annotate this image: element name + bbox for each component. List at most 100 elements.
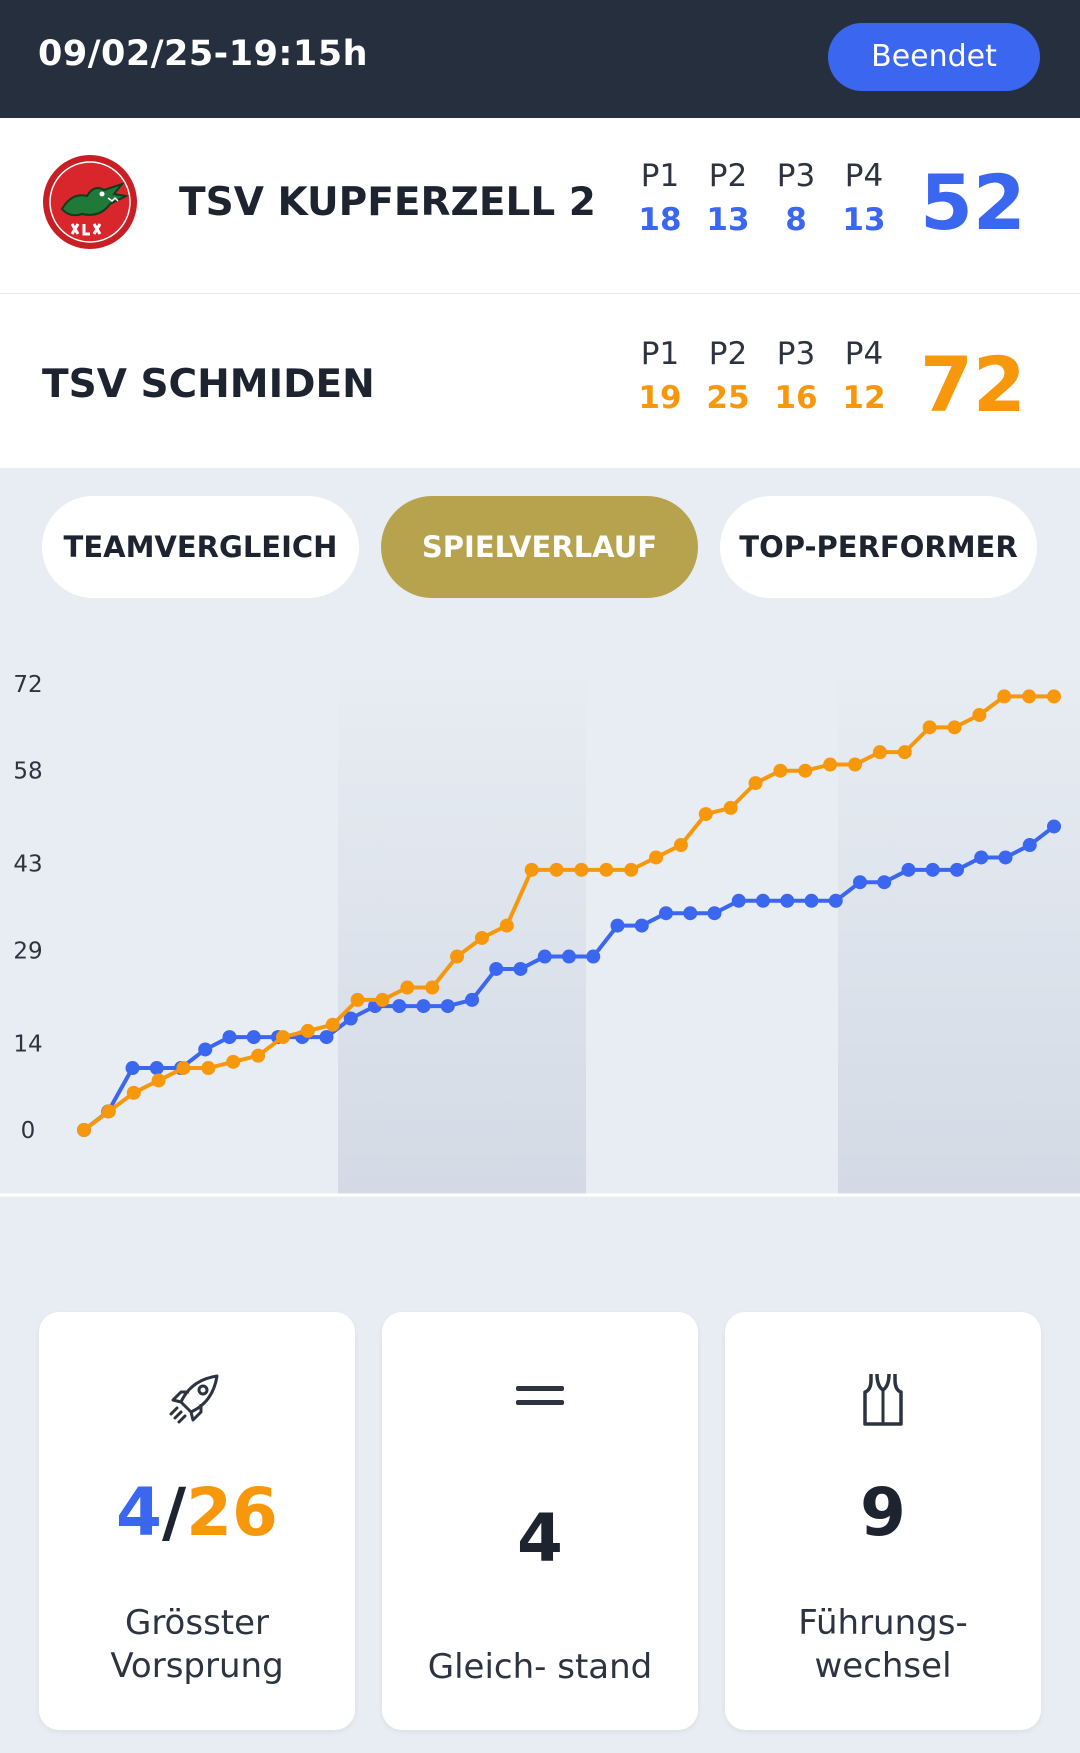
away-score-point <box>101 1104 116 1119</box>
away-score-point <box>624 862 639 877</box>
home-score-point <box>246 1030 261 1045</box>
away-score-point <box>474 930 489 945</box>
home-score-point <box>125 1061 140 1076</box>
period-label: P1 <box>640 158 680 194</box>
away-score-point <box>176 1061 191 1076</box>
tab-teamvergleich[interactable]: TEAMVERGLEICH <box>42 496 359 598</box>
home-period-3: P3 8 <box>766 158 826 238</box>
y-tick-label: 29 <box>13 938 42 964</box>
chart-svg: 72584329140P1P2P3P4 <box>0 660 1080 1253</box>
period-score: 12 <box>842 380 886 416</box>
period-label: P4 <box>844 158 884 194</box>
away-score-point <box>226 1054 241 1069</box>
away-team-name: TSV SCHMIDEN <box>42 362 375 407</box>
away-period-4: P4 12 <box>834 336 894 416</box>
home-score-point <box>828 893 843 908</box>
home-score-point <box>610 918 625 933</box>
lead-changes-label: Führungs- wechsel <box>798 1603 968 1686</box>
game-status-badge[interactable]: Beendet <box>828 23 1040 91</box>
stat-card-biggest-lead: 4/26 Grösster Vorsprung <box>39 1312 355 1730</box>
home-score-point <box>634 918 649 933</box>
home-score-point <box>1047 819 1061 834</box>
home-score-point <box>659 906 673 921</box>
away-score-point <box>77 1123 91 1137</box>
tab-top-performer[interactable]: TOP-PERFORMER <box>720 496 1037 598</box>
away-score-point <box>325 1017 340 1032</box>
stat-card-ties: 4 Gleich- stand <box>382 1312 698 1730</box>
biggest-lead-label: Grösster Vorsprung <box>110 1603 284 1686</box>
away-score-point <box>275 1030 290 1045</box>
home-score-point <box>562 949 576 964</box>
away-score-point <box>848 757 863 772</box>
home-biggest-lead: 4 <box>116 1474 162 1551</box>
away-score-point <box>126 1085 141 1100</box>
home-period-2: P2 13 <box>698 158 758 238</box>
home-score-point <box>392 999 407 1014</box>
period-score: 13 <box>842 202 886 238</box>
away-score-point <box>748 776 763 791</box>
away-biggest-lead: 26 <box>186 1474 278 1551</box>
away-score-point <box>798 763 813 778</box>
equals-icon <box>382 1368 698 1428</box>
home-team-name: TSV KUPFERZELL 2 <box>179 180 596 225</box>
away-score-point <box>350 992 365 1007</box>
period-label: P3 <box>776 336 816 372</box>
away-score-point <box>151 1073 166 1088</box>
y-tick-label: 72 <box>13 672 42 698</box>
home-score-point <box>416 999 431 1014</box>
away-score-point <box>773 763 788 778</box>
period-shade <box>338 660 586 1195</box>
home-score-point <box>537 949 552 964</box>
period-label: P4 <box>844 336 884 372</box>
y-tick-label: 43 <box>13 852 42 878</box>
away-score-point <box>574 862 589 877</box>
period-label: P2 <box>708 336 748 372</box>
away-score-point <box>823 757 838 772</box>
period-score: 19 <box>638 380 682 416</box>
home-period-4: P4 13 <box>834 158 894 238</box>
away-team-row[interactable]: TSV SCHMIDEN P1 19 P2 25 P3 16 P4 12 72 <box>0 294 1080 468</box>
away-score-point <box>1047 689 1061 704</box>
home-score-point <box>756 893 770 908</box>
home-score-point <box>489 961 504 976</box>
home-score-point <box>440 999 455 1014</box>
home-score-point <box>950 862 964 877</box>
away-score-point <box>251 1048 266 1063</box>
away-score-point <box>400 980 415 995</box>
away-score-point <box>599 862 614 877</box>
away-score-point <box>947 720 962 735</box>
away-score-point <box>1022 689 1037 704</box>
away-score-point <box>649 850 664 865</box>
period-score: 16 <box>774 380 818 416</box>
away-score-point <box>549 862 564 877</box>
away-period-1: P1 19 <box>630 336 690 416</box>
away-score-point <box>201 1061 216 1076</box>
view-tabs: TEAMVERGLEICH SPIELVERLAUF TOP-PERFORMER <box>0 496 1080 598</box>
period-score: 13 <box>706 202 750 238</box>
away-score-point <box>499 918 514 933</box>
home-total-score: 52 <box>920 158 1026 247</box>
home-score-point <box>877 875 892 890</box>
away-score-point <box>723 800 738 815</box>
game-datetime: 09/02/25-19:15h <box>38 34 369 74</box>
away-score-point <box>972 707 987 722</box>
away-score-point <box>425 980 440 995</box>
home-score-point <box>804 893 819 908</box>
away-period-3: P3 16 <box>766 336 826 416</box>
tab-spielverlauf[interactable]: SPIELVERLAUF <box>381 496 698 598</box>
home-score-point <box>513 961 528 976</box>
ties-label: Gleich- stand <box>427 1647 653 1687</box>
away-score-point <box>524 862 539 877</box>
period-label: P3 <box>776 158 816 194</box>
home-score-point <box>731 893 746 908</box>
home-score-point <box>222 1030 237 1045</box>
y-tick-label: 0 <box>21 1118 36 1144</box>
home-period-1: P1 18 <box>630 158 690 238</box>
header-bar: 09/02/25-19:15h Beendet <box>0 0 1080 118</box>
away-period-2: P2 25 <box>698 336 758 416</box>
home-team-row[interactable]: TSV KUPFERZELL 2 P1 18 P2 13 P3 8 P4 13 … <box>0 118 1080 294</box>
away-score-point <box>922 720 937 735</box>
stat-card-lead-changes: 9 Führungs- wechsel <box>725 1312 1041 1730</box>
biggest-lead-value: 4/26 <box>39 1474 355 1551</box>
home-score-point <box>683 906 698 921</box>
